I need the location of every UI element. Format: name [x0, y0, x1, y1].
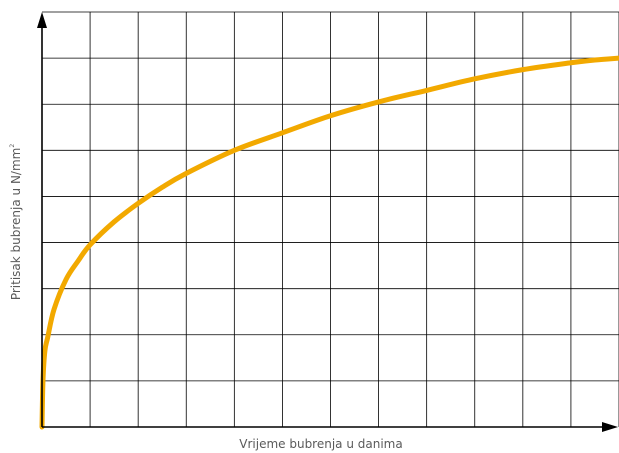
y-axis-label-superscript: 2	[9, 144, 16, 148]
x-axis-arrow-icon	[602, 422, 618, 432]
y-axis-label-text: Pritisak bubrenja u N/mm	[9, 148, 23, 301]
chart-grid	[42, 11, 619, 427]
series-line	[39, 55, 619, 430]
y-axis	[37, 12, 47, 427]
x-axis	[42, 422, 618, 432]
y-axis-arrow-icon	[37, 12, 47, 28]
y-axis-label: Pritisak bubrenja u N/mm2	[9, 144, 23, 301]
x-axis-label: Vrijeme bubrenja u danima	[239, 437, 402, 451]
